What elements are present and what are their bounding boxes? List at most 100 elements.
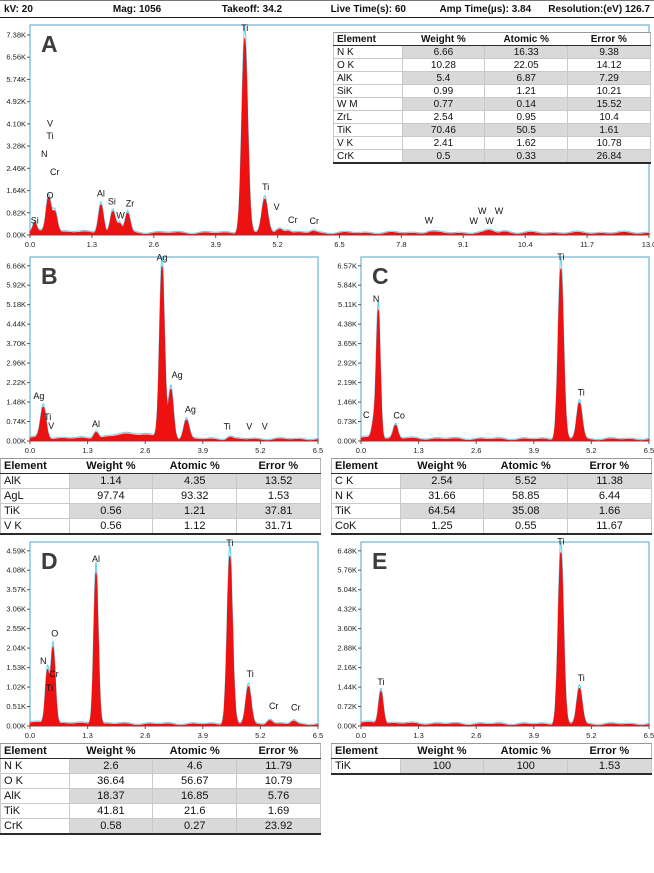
y-tick-label: 6.56K bbox=[6, 53, 26, 62]
value-cell: 31.66 bbox=[399, 488, 485, 504]
table-header-row: Element Weight % Atomic % Error % bbox=[331, 458, 652, 474]
value-cell: 13.52 bbox=[236, 473, 321, 489]
y-tick-label: 2.55K bbox=[6, 624, 26, 633]
peak-label: Si bbox=[108, 197, 116, 207]
value-cell: 11.79 bbox=[236, 758, 321, 774]
value-cell: 31.71 bbox=[236, 518, 321, 535]
y-tick-label: 5.74K bbox=[6, 75, 26, 84]
value-cell: 56.67 bbox=[152, 773, 238, 789]
x-tick-label: 6.5 bbox=[334, 240, 344, 249]
peak-label: N bbox=[373, 294, 380, 304]
value-cell: 2.41 bbox=[401, 136, 486, 150]
table-header-row: Element Weight % Atomic % Error % bbox=[333, 32, 651, 46]
y-tick-label: 2.46K bbox=[6, 164, 26, 173]
peak-label: Cr bbox=[291, 703, 301, 713]
y-tick-label: 5.84K bbox=[337, 281, 357, 290]
table-row: CrK 0.58 0.27 23.92 bbox=[0, 818, 321, 835]
element-cell: AgL bbox=[0, 488, 70, 504]
value-cell: 70.46 bbox=[401, 123, 486, 137]
element-cell: CrK bbox=[0, 818, 70, 835]
table-row: V K 0.56 1.12 31.71 bbox=[0, 518, 321, 535]
y-tick-label: 1.64K bbox=[6, 186, 26, 195]
x-tick-label: 5.2 bbox=[255, 446, 265, 455]
table-row: AlK 5.4 6.87 7.29 bbox=[333, 71, 651, 85]
acquisition-settings-bar: kV: 20 Mag: 1056 Takeoff: 34.2 Live Time… bbox=[0, 0, 654, 18]
value-cell: 0.58 bbox=[68, 818, 154, 835]
column-header: Error % bbox=[236, 458, 321, 474]
element-cell: CrK bbox=[333, 149, 403, 164]
element-table-A: Element Weight % Atomic % Error % N K 6.66 16.… bbox=[333, 32, 651, 164]
column-header: Atomic % bbox=[483, 458, 568, 474]
y-tick-label: 0.72K bbox=[337, 702, 357, 711]
x-tick-label: 1.3 bbox=[413, 446, 423, 455]
y-tick-label: 5.76K bbox=[337, 566, 357, 575]
spectrum-fill bbox=[360, 552, 650, 727]
value-cell: 4.35 bbox=[152, 473, 238, 489]
table-row: C K 2.54 5.52 11.38 bbox=[331, 473, 652, 489]
peak-label: W bbox=[495, 206, 504, 216]
value-cell: 0.99 bbox=[401, 84, 486, 98]
peak-label: Ag bbox=[156, 253, 167, 263]
value-cell: 0.5 bbox=[401, 149, 486, 164]
setting-mag: Mag: 1056 bbox=[112, 3, 162, 15]
column-header: Element bbox=[0, 743, 69, 759]
value-cell: 4.6 bbox=[152, 758, 238, 774]
y-tick-label: 4.38K bbox=[337, 320, 357, 329]
row-BC: 0.00K 0.74K 1.48K 2.22K 2.96K 3.70K 4.44K 5.18K… bbox=[0, 250, 654, 535]
value-cell: 10.28 bbox=[401, 58, 486, 72]
peak-label: W bbox=[470, 216, 479, 226]
peak-label: V bbox=[274, 202, 280, 212]
x-tick-label: 5.2 bbox=[272, 240, 282, 249]
column-header: Weight % bbox=[400, 743, 484, 759]
value-cell: 1.14 bbox=[68, 473, 154, 489]
element-cell: O K bbox=[333, 58, 403, 72]
peak-label: Ti bbox=[557, 252, 564, 262]
column-header: Element bbox=[0, 458, 69, 474]
value-cell: 18.37 bbox=[68, 788, 154, 804]
table-row: TiK 0.56 1.21 37.81 bbox=[0, 503, 321, 519]
x-tick-label: 2.6 bbox=[140, 446, 150, 455]
peak-label: O bbox=[46, 190, 53, 200]
y-tick-label: 1.46K bbox=[337, 398, 357, 407]
value-cell: 11.67 bbox=[567, 518, 652, 535]
element-table-E: Element Weight % Atomic % Error % TiK 100 100 1… bbox=[331, 743, 652, 775]
peak-label: Ti bbox=[247, 669, 254, 679]
value-cell: 0.77 bbox=[401, 97, 486, 111]
table-row: TiK 100 100 1.53 bbox=[331, 758, 652, 775]
value-cell: 9.38 bbox=[567, 45, 651, 59]
table-row: TiK 70.46 50.5 1.61 bbox=[333, 123, 651, 137]
value-cell: 1.25 bbox=[399, 518, 485, 535]
y-tick-label: 4.32K bbox=[337, 605, 357, 614]
table-row: N K 31.66 58.85 6.44 bbox=[331, 488, 652, 504]
x-tick-label: 3.9 bbox=[198, 731, 208, 740]
x-tick-label: 0.0 bbox=[356, 446, 366, 455]
y-tick-label: 1.02K bbox=[6, 683, 26, 692]
value-cell: 23.92 bbox=[236, 818, 321, 835]
value-cell: 14.12 bbox=[567, 58, 651, 72]
detector-trace bbox=[29, 544, 319, 726]
table-row: SiK 0.99 1.21 10.21 bbox=[333, 84, 651, 98]
peak-label: Zr bbox=[126, 198, 135, 208]
element-cell: V K bbox=[333, 136, 403, 150]
table-header-row: Element Weight % Atomic % Error % bbox=[0, 458, 321, 474]
element-cell: W M bbox=[333, 97, 403, 111]
value-cell: 2.54 bbox=[401, 110, 486, 124]
element-cell: TiK bbox=[331, 758, 401, 775]
plot-frame bbox=[29, 541, 319, 727]
y-tick-label: 0.00K bbox=[6, 437, 26, 446]
peak-label: Ag bbox=[33, 391, 44, 401]
column-header: Atomic % bbox=[152, 743, 237, 759]
element-cell: CoK bbox=[331, 518, 401, 535]
x-tick-label: 5.2 bbox=[255, 731, 265, 740]
value-cell: 0.14 bbox=[484, 97, 569, 111]
element-cell: O K bbox=[0, 773, 70, 789]
x-tick-label: 3.9 bbox=[529, 446, 539, 455]
value-cell: 6.44 bbox=[567, 488, 652, 504]
peak-label: Ti bbox=[557, 536, 564, 546]
x-tick-label: 7.8 bbox=[396, 240, 406, 249]
y-tick-label: 2.22K bbox=[6, 378, 26, 387]
peak-label: Si bbox=[31, 216, 39, 226]
value-cell: 10.79 bbox=[236, 773, 321, 789]
peak-label: C bbox=[363, 410, 370, 420]
peak-label: Al bbox=[92, 419, 100, 429]
